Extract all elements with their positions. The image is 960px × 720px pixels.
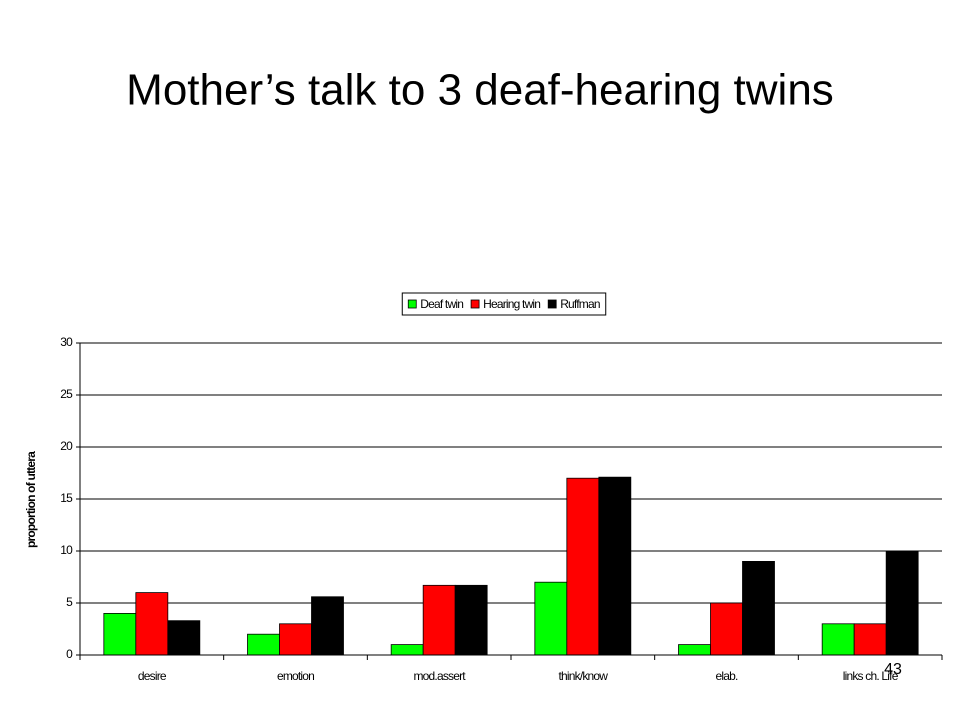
bar	[279, 623, 312, 656]
y-tick-label: 0	[66, 647, 73, 661]
x-tick-label: desire	[138, 669, 167, 683]
slide-number: 43	[884, 661, 902, 678]
bar	[742, 561, 775, 656]
bar	[821, 623, 855, 656]
bar	[710, 602, 743, 656]
bar	[247, 633, 280, 656]
bar	[135, 592, 169, 656]
bar	[422, 584, 456, 656]
bar	[454, 584, 488, 656]
legend-swatch	[470, 299, 480, 309]
x-tick-label: emotion	[277, 669, 314, 683]
bar	[885, 550, 919, 656]
legend-box	[401, 292, 607, 316]
bar	[853, 623, 887, 656]
y-tick-label: 5	[66, 595, 73, 609]
y-tick-label: 25	[60, 387, 73, 401]
bar	[103, 613, 137, 656]
x-tick-label: mod.assert	[413, 669, 466, 683]
legend-swatch	[407, 299, 417, 309]
x-tick-label: links ch. Life	[843, 669, 899, 683]
legend-label: Deaf twin	[420, 297, 463, 311]
bar	[390, 644, 424, 656]
bar	[566, 477, 600, 656]
bar	[598, 476, 632, 656]
y-tick-label: 20	[60, 439, 73, 453]
x-tick-label: think/know	[558, 669, 608, 683]
slide-title: Mother’s talk to 3 deaf-hearing twins	[126, 66, 834, 115]
legend-label: Hearing twin	[483, 297, 540, 311]
y-tick-label: 15	[60, 491, 73, 505]
x-tick-label: elab.	[715, 669, 737, 683]
y-axis-label: proportion of uttera	[24, 451, 38, 548]
legend-swatch	[547, 299, 557, 309]
y-tick-label: 10	[60, 543, 73, 557]
y-tick-label: 30	[60, 335, 73, 349]
legend-label: Ruffman	[560, 297, 600, 311]
bar	[311, 596, 344, 656]
bar	[167, 620, 201, 656]
bar	[534, 581, 568, 656]
bar	[678, 644, 711, 656]
